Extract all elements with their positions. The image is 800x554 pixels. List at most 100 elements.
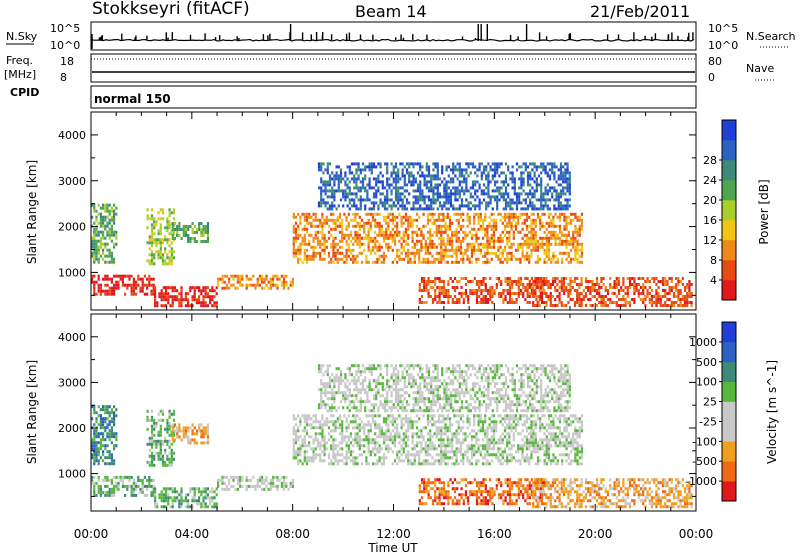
power-cell (646, 277, 649, 280)
velocity-cell (321, 417, 324, 421)
velocity-cell (159, 418, 162, 422)
power-cell (522, 286, 525, 289)
power-cell (412, 177, 415, 181)
power-cell (195, 231, 199, 234)
power-cell (338, 212, 342, 216)
power-cell (367, 245, 370, 249)
power-cell (499, 212, 502, 216)
velocity-cell (228, 487, 231, 491)
power-cell (421, 165, 424, 169)
power-cell (522, 171, 525, 175)
power-cell (598, 283, 601, 286)
power-cell (529, 192, 532, 196)
velocity-cell (426, 414, 430, 418)
power-cell (655, 298, 658, 301)
power-cell (316, 251, 320, 255)
power-cell (106, 289, 109, 293)
power-cell (480, 298, 483, 301)
power-cell (473, 292, 476, 295)
velocity-cell (211, 496, 214, 500)
power-cell (617, 289, 621, 292)
power-cell (523, 239, 526, 243)
power-cell (499, 260, 502, 264)
velocity-cell (168, 412, 171, 416)
velocity-cell (376, 414, 379, 418)
power-cell (440, 224, 443, 228)
power-cell (591, 304, 594, 307)
velocity-cell (305, 432, 309, 436)
power-cell (540, 165, 543, 169)
power-cell (319, 230, 322, 234)
power-cell (573, 289, 577, 292)
velocity-cell (400, 438, 403, 442)
velocity-cell (152, 490, 155, 494)
power-cell (549, 292, 552, 295)
power-cell (470, 254, 474, 258)
power-cell (457, 224, 460, 228)
power-cell (328, 183, 332, 187)
power-cell (146, 241, 149, 245)
power-cell (482, 183, 486, 187)
power-cell (430, 186, 433, 190)
velocity-cell (356, 423, 359, 427)
velocity-cell (104, 405, 107, 409)
velocity-cell (299, 417, 302, 421)
velocity-cell (153, 421, 156, 425)
power-cell (382, 239, 386, 243)
power-cell (440, 292, 443, 295)
power-cell (348, 207, 351, 211)
power-cell (467, 295, 470, 298)
power-cell (272, 274, 275, 278)
power-cell (382, 230, 386, 234)
velocity-cell (150, 418, 154, 422)
power-cell (99, 286, 102, 290)
power-cell (490, 218, 493, 222)
power-cell (563, 251, 566, 255)
velocity-cell (345, 420, 348, 424)
velocity-cell (396, 432, 399, 436)
power-cell (613, 286, 616, 289)
power-cell (540, 189, 543, 193)
power-cell (508, 212, 511, 216)
power-cell (168, 214, 171, 218)
power-cell (221, 286, 224, 290)
power-cell (310, 254, 313, 258)
velocity-cell (418, 462, 421, 466)
power-cell (254, 283, 257, 287)
power-cell (544, 198, 547, 202)
power-cell (258, 283, 261, 287)
power-cell (481, 236, 485, 240)
velocity-cell (191, 432, 194, 436)
power-cell (332, 248, 335, 252)
power-cell (558, 218, 562, 222)
power-cell (534, 233, 537, 237)
power-cell (462, 260, 465, 264)
velocity-cell (176, 435, 179, 439)
velocity-cell (424, 453, 427, 457)
power-cell (438, 195, 442, 199)
velocity-cell (157, 457, 160, 461)
power-cell (319, 257, 322, 261)
power-cell (449, 201, 453, 205)
power-cell (104, 203, 107, 207)
power-cell (539, 221, 542, 225)
power-cell (569, 298, 572, 301)
power-cell (556, 277, 559, 280)
power-cell (359, 186, 362, 190)
power-cell (365, 254, 368, 258)
power-cell (447, 295, 450, 298)
velocity-cell (95, 493, 98, 497)
power-cell (378, 254, 381, 258)
power-cell (414, 162, 417, 166)
power-cell (312, 236, 315, 240)
power-cell (492, 236, 496, 240)
velocity-cell (429, 432, 432, 436)
power-cell (150, 226, 154, 230)
power-cell (239, 280, 242, 284)
power-cell (232, 283, 235, 287)
power-cell (578, 298, 581, 301)
power-cell (410, 171, 413, 175)
power-cell (568, 186, 571, 190)
velocity-cell (191, 505, 194, 509)
power-cell (525, 224, 529, 228)
